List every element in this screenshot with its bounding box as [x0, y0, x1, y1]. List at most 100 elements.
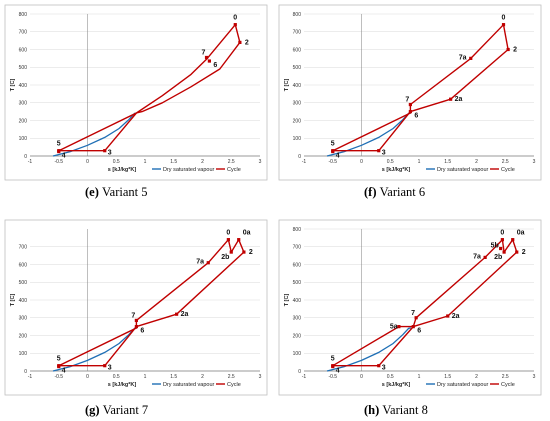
- y-tick-label: 700: [19, 245, 28, 251]
- state-point-label: 3: [382, 365, 386, 372]
- state-point-label: 2: [522, 249, 526, 256]
- state-point-label: 5b: [491, 243, 499, 250]
- y-tick-label: 300: [19, 316, 28, 322]
- x-tick-label: 0: [86, 374, 89, 380]
- state-point-label: 0a: [517, 230, 525, 237]
- x-tick-label: 1: [144, 159, 147, 165]
- state-point-label: 7: [411, 310, 415, 317]
- x-tick-label: 2: [201, 374, 204, 380]
- caption-letter: (f): [364, 185, 380, 199]
- y-tick-label: 800: [19, 12, 28, 18]
- x-tick-label: 2.5: [502, 374, 509, 380]
- state-point-2b: [502, 250, 506, 254]
- y-tick-label: 0: [298, 369, 301, 375]
- state-point-label: 0: [502, 15, 506, 22]
- y-tick-label: 500: [19, 280, 28, 286]
- state-point-4: [331, 364, 335, 369]
- x-tick-label: 0: [86, 159, 89, 165]
- state-point-label: 2a: [452, 313, 460, 320]
- state-point-label: 7a: [196, 259, 204, 266]
- state-point-5a: [397, 325, 401, 329]
- y-axis-label: T [C]: [284, 294, 290, 307]
- state-point-label: 2b: [494, 254, 502, 261]
- y-tick-label: 100: [293, 351, 302, 357]
- y-tick-label: 200: [19, 118, 28, 124]
- y-tick-label: 500: [293, 65, 302, 71]
- state-point-7a: [206, 261, 210, 265]
- chart-frame: [278, 219, 542, 396]
- x-tick-label: 2.5: [228, 159, 235, 165]
- state-point-label: 2a: [455, 96, 463, 103]
- y-axis-label: T [C]: [284, 79, 290, 92]
- caption-text: Variant 6: [380, 185, 425, 199]
- state-point-2: [515, 250, 519, 254]
- y-tick-label: 200: [293, 333, 302, 339]
- chart-frame: [4, 219, 268, 396]
- state-point-6: [207, 59, 211, 63]
- x-tick-label: 3: [259, 159, 262, 165]
- state-point-label: 0a: [243, 230, 251, 237]
- y-tick-label: 0: [24, 154, 27, 160]
- y-tick-label: 700: [19, 30, 28, 36]
- legend-label-saturation: Dry saturated vapour: [437, 167, 489, 173]
- y-tick-label: 200: [293, 118, 302, 124]
- state-point-0: [500, 238, 504, 242]
- state-point-label: 3: [108, 365, 112, 372]
- state-point-2: [506, 47, 510, 52]
- x-tick-label: 2: [475, 159, 478, 165]
- state-point-label: 0: [233, 15, 237, 22]
- state-point-label: 4: [336, 153, 340, 160]
- state-point-label: 2: [249, 249, 253, 256]
- state-point-0a: [511, 238, 515, 242]
- x-tick-label: 1: [418, 374, 421, 380]
- state-point-label: 4: [336, 368, 340, 375]
- state-point-6: [411, 325, 415, 329]
- state-point-2a: [446, 314, 450, 318]
- y-tick-label: 500: [19, 65, 28, 71]
- state-point-7: [414, 316, 418, 320]
- state-point-label: 5: [331, 141, 335, 148]
- y-tick-label: 400: [19, 83, 28, 89]
- legend-label-cycle: Cycle: [501, 382, 515, 388]
- x-tick-label: -0.5: [54, 159, 63, 165]
- state-point-2: [238, 40, 242, 44]
- x-tick-label: -1: [28, 159, 33, 165]
- panel-caption: (e) Variant 5: [85, 185, 147, 199]
- chart-panel-2: 0 100 200 300 400 500 600 700 800 -1 -0.5 0 0.5 1 1.5 2…: [278, 4, 542, 199]
- y-tick-label: 100: [293, 136, 302, 142]
- y-tick-label: 100: [19, 351, 28, 357]
- x-tick-label: 1: [144, 374, 147, 380]
- state-point-6: [134, 325, 138, 329]
- y-axis-label: T [C]: [10, 79, 16, 92]
- state-point-label: 4: [62, 153, 66, 160]
- y-tick-label: 600: [19, 262, 28, 268]
- x-axis-label: s [kJ/kg*K]: [382, 167, 411, 173]
- panel-caption: (h) Variant 8: [364, 403, 428, 417]
- state-point-4: [57, 149, 61, 154]
- state-point-label: 6: [417, 328, 421, 335]
- y-tick-label: 400: [19, 298, 28, 304]
- state-point-label: 3: [108, 150, 112, 157]
- state-point-4: [57, 364, 61, 369]
- state-point-0a: [237, 238, 241, 242]
- state-point-6: [408, 110, 412, 114]
- x-tick-label: 1.5: [170, 159, 177, 165]
- legend-label-cycle: Cycle: [227, 167, 241, 173]
- y-tick-label: 300: [293, 316, 302, 322]
- x-tick-label: 3: [259, 374, 262, 380]
- panel-caption: (g) Variant 7: [85, 403, 148, 417]
- state-point-label: 5: [57, 356, 61, 363]
- state-point-7: [134, 318, 138, 323]
- x-tick-label: 0.5: [387, 374, 394, 380]
- state-point-label: 7: [405, 97, 409, 104]
- state-point-label: 7: [202, 49, 206, 56]
- chart-frame: [4, 4, 268, 181]
- chart-panel-3: 0 100 200 300 400 500 600 700 -1 -0.5 0 0.5 1 1.5 2 2.5…: [4, 219, 268, 417]
- y-tick-label: 200: [19, 333, 28, 339]
- state-point-7a: [469, 56, 473, 60]
- state-point-label: 2: [513, 47, 517, 54]
- state-point-label: 7a: [459, 54, 467, 61]
- legend-label-saturation: Dry saturated vapour: [437, 382, 489, 388]
- series-cycle: [58, 24, 241, 152]
- y-tick-label: 300: [19, 101, 28, 107]
